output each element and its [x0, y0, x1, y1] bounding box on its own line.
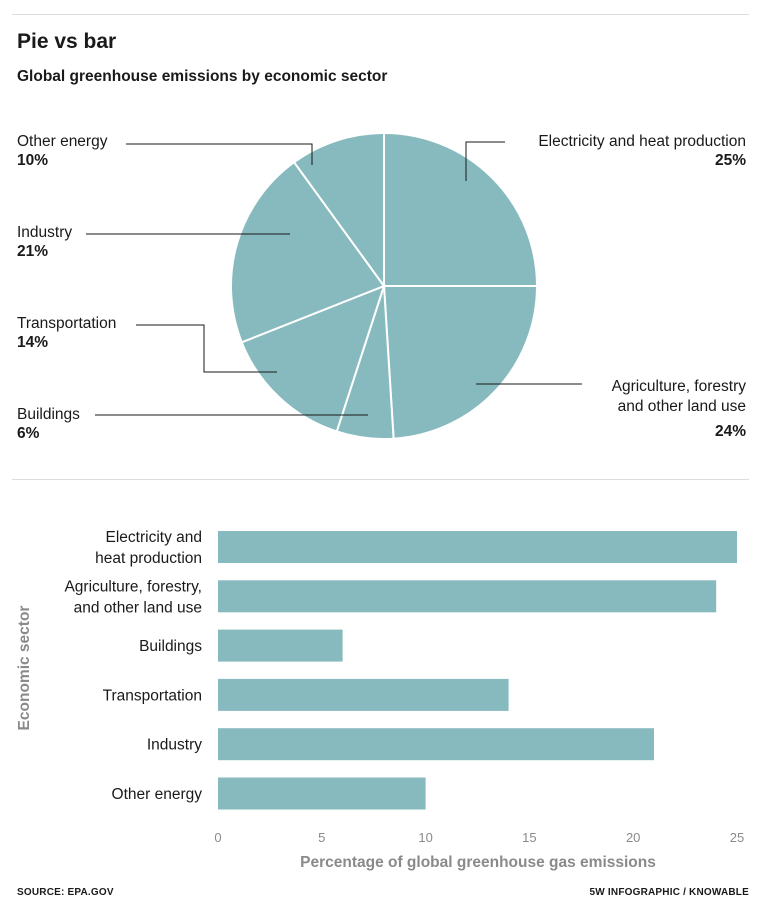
- pie-label-pct: 25%: [714, 152, 746, 169]
- pie-chart: [86, 131, 582, 441]
- category-label-5: Other energy: [112, 786, 203, 803]
- category-label-0-line1: Electricity and: [106, 529, 202, 546]
- pie-slice-5: [292, 131, 385, 290]
- pie-label-name: Transportation: [17, 315, 117, 332]
- x-tick-label-3: 15: [522, 830, 536, 845]
- top-rule: [12, 14, 749, 15]
- pie-label-name: Industry: [17, 224, 73, 241]
- chart-subtitle: Global greenhouse emissions by economic …: [17, 68, 388, 85]
- pie-label-name: Other energy: [17, 133, 108, 150]
- credit-note: 5W INFOGRAPHIC / KNOWABLE: [589, 887, 749, 898]
- bar-5: [218, 777, 426, 810]
- source-note: SOURCE: EPA.GOV: [17, 887, 114, 898]
- category-label-2: Buildings: [139, 638, 202, 655]
- leader-electricity: [465, 141, 505, 181]
- bar-0: [218, 531, 737, 563]
- bar-3: [218, 678, 509, 711]
- pie-label-pct: 10%: [17, 152, 49, 169]
- category-label-4: Industry: [147, 737, 202, 754]
- pie-label-buildings: Buildings 6%: [17, 405, 80, 443]
- bar-2: [218, 629, 343, 662]
- category-label-0-line2: heat production: [95, 550, 202, 567]
- category-label-1-line2: and other land use: [74, 599, 202, 616]
- pie-label-agriculture: Agriculture, forestry and other land use…: [612, 377, 746, 442]
- x-tick-label-0: 0: [214, 830, 221, 845]
- pie-label-name: Electricity and heat production: [538, 133, 746, 150]
- page-title: Pie vs bar: [17, 30, 117, 53]
- x-tick-label-5: 25: [730, 830, 744, 845]
- pie-slice-3: [240, 284, 386, 433]
- pie-label-name-line2: and other land use: [617, 398, 746, 415]
- category-label-3: Transportation: [103, 687, 202, 704]
- pie-label-industry: Industry 21%: [17, 223, 72, 261]
- leader-other-energy: [126, 143, 313, 165]
- pie-label-name: Buildings: [17, 406, 80, 423]
- pie-label-pct: 6%: [17, 425, 40, 442]
- x-tick-label-1: 5: [318, 830, 325, 845]
- y-axis-label: Economic sector: [16, 606, 33, 731]
- pie-label-pct: 24%: [714, 423, 746, 440]
- x-tick-label-4: 20: [626, 830, 640, 845]
- bar-4: [218, 728, 654, 761]
- x-tick-label-2: 10: [418, 830, 432, 845]
- category-label-1-line1: Agriculture, forestry,: [64, 578, 202, 595]
- pie-label-electricity: Electricity and heat production 25%: [538, 132, 746, 170]
- pie-label-name-line1: Agriculture, forestry: [611, 378, 746, 395]
- mid-rule: [12, 479, 749, 480]
- pie-slice-1: [382, 285, 539, 440]
- x-axis-label: Percentage of global greenhouse gas emis…: [300, 854, 656, 871]
- pie-slice-4: [230, 160, 386, 344]
- pie-slice-0: [383, 131, 539, 287]
- pie-label-transportation: Transportation 14%: [17, 314, 116, 352]
- leader-lines: [86, 141, 582, 416]
- pie-label-other-energy: Other energy 10%: [17, 132, 107, 170]
- leader-transportation: [136, 324, 277, 373]
- pie-label-pct: 14%: [17, 334, 49, 351]
- pie-label-pct: 21%: [17, 243, 49, 260]
- bar-1: [218, 580, 717, 613]
